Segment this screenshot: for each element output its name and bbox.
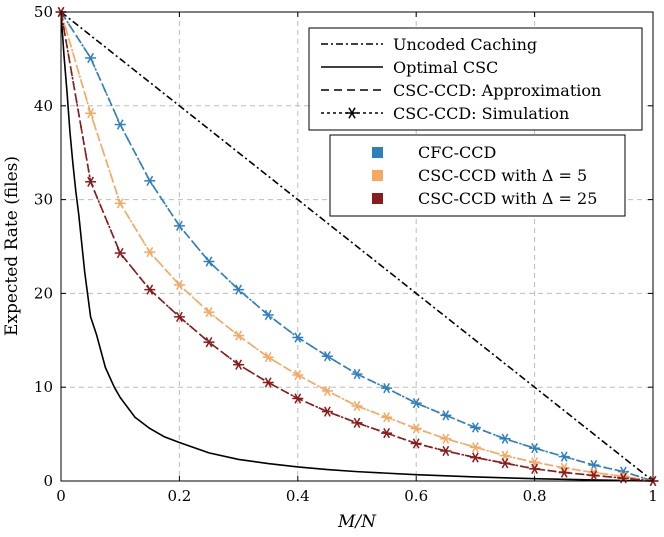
data-point-csc-ccd-with-delta-25-simulation	[114, 247, 126, 259]
data-point-csc-ccd-with-delta-5-simulation	[85, 108, 97, 119]
data-point-csc-ccd-with-delta-25-simulation	[173, 311, 185, 322]
data-point-csc-ccd-with-delta-5-simulation	[262, 352, 274, 363]
data-point-cfc-ccd-simulation	[203, 256, 215, 267]
data-point-csc-ccd-with-delta-25-simulation	[588, 470, 600, 481]
data-point-csc-ccd-with-delta-5-simulation	[351, 400, 363, 412]
x-tick-label: 0.8	[523, 487, 547, 505]
x-tick-label: 0	[56, 487, 66, 505]
y-tick-label: 20	[34, 284, 53, 302]
data-point-cfc-ccd-simulation	[529, 443, 541, 454]
data-point-csc-ccd-with-delta-5-simulation	[144, 246, 156, 258]
data-point-cfc-ccd-simulation	[321, 351, 333, 362]
data-point-csc-ccd-with-delta-5-simulation	[321, 385, 333, 397]
data-point-cfc-ccd-simulation	[558, 451, 570, 462]
data-point-csc-ccd-with-delta-25-simulation	[85, 176, 97, 187]
legend-csc-ccd-delta25: CSC-CCD with Δ = 25	[418, 189, 597, 208]
y-tick-label: 30	[34, 191, 53, 209]
data-point-csc-ccd-with-delta-25-simulation	[469, 452, 481, 463]
data-point-csc-ccd-with-delta-5-simulation	[558, 462, 570, 474]
series-line-cfc-ccd-simulation	[60, 11, 654, 482]
legend-csc-ccd-delta5: CSC-CCD with Δ = 5	[418, 166, 587, 185]
plot-frame	[60, 11, 654, 482]
data-point-csc-ccd-with-delta-25-simulation	[529, 463, 541, 474]
y-tick-label: 0	[43, 472, 53, 490]
data-point-csc-ccd-with-delta-25-simulation	[499, 458, 511, 469]
x-tick-label: 0.2	[167, 487, 191, 505]
data-point-csc-ccd-with-delta-25-simulation	[262, 377, 274, 388]
legend-csc-ccd-delta5-swatch	[372, 170, 383, 181]
data-point-csc-ccd-with-delta-25-simulation	[410, 438, 422, 449]
data-point-csc-ccd-with-delta-5-simulation	[469, 442, 481, 453]
series-layer	[55, 6, 659, 487]
data-point-csc-ccd-with-delta-25-simulation	[292, 393, 304, 404]
x-tick-label: 1	[648, 487, 658, 505]
data-point-csc-ccd-with-delta-25-simulation	[144, 284, 156, 295]
data-point-cfc-ccd-simulation	[292, 332, 304, 343]
data-point-csc-ccd-with-delta-25-simulation	[321, 406, 333, 417]
data-point-csc-ccd-with-delta-5-simulation	[440, 433, 452, 444]
legend-uncoded-caching: Uncoded Caching	[393, 35, 537, 54]
data-point-csc-ccd-with-delta-25-simulation	[381, 428, 393, 439]
data-point-cfc-ccd-simulation	[173, 220, 185, 231]
data-point-csc-ccd-with-delta-5-simulation	[203, 307, 215, 318]
data-point-cfc-ccd-simulation	[262, 309, 274, 321]
legend-simulation: CSC-CCD: Simulation	[393, 104, 569, 123]
data-point-csc-ccd-with-delta-5-simulation	[292, 369, 304, 381]
legend-simulation-star-marker	[346, 107, 358, 119]
legend-cfc-ccd: CFC-CCD	[418, 143, 496, 162]
data-point-csc-ccd-with-delta-25-simulation	[440, 445, 452, 457]
data-point-cfc-ccd-simulation	[233, 284, 245, 295]
data-point-csc-ccd-with-delta-25-simulation	[233, 359, 245, 370]
data-point-csc-ccd-with-delta-5-simulation	[617, 471, 629, 482]
data-point-cfc-ccd-simulation	[410, 398, 422, 409]
data-point-cfc-ccd-simulation	[85, 52, 97, 64]
series-line-uncoded-caching	[60, 11, 654, 482]
data-point-csc-ccd-with-delta-5-simulation	[499, 450, 511, 461]
y-axis-label: Expected Rate (files)	[2, 156, 22, 336]
series-line-optimal-csc	[60, 11, 654, 482]
data-point-csc-ccd-with-delta-25-simulation	[558, 467, 570, 478]
y-tick-label: 10	[34, 378, 53, 396]
y-tick-label: 40	[34, 97, 53, 115]
data-point-csc-ccd-with-delta-5-simulation	[173, 279, 185, 291]
data-point-cfc-ccd-simulation	[499, 433, 511, 444]
data-point-csc-ccd-with-delta-5-simulation	[410, 423, 422, 434]
color-legend: CFC-CCD CSC-CCD with Δ = 5 CSC-CCD with …	[329, 134, 626, 217]
x-tick-label: 0.6	[404, 487, 428, 505]
data-point-csc-ccd-with-delta-5-simulation	[381, 412, 393, 423]
x-axis-label: M/N	[337, 512, 377, 532]
data-point-cfc-ccd-simulation	[381, 383, 393, 394]
data-point-csc-ccd-with-delta-5-simulation	[114, 198, 126, 209]
data-point-cfc-ccd-simulation	[114, 119, 126, 130]
series-line-csc-ccd-with-delta-5-approximation	[60, 11, 654, 482]
legend-optimal-csc: Optimal CSC	[393, 58, 498, 77]
data-point-cfc-ccd-simulation	[588, 459, 600, 471]
legend-approximation: CSC-CCD: Approximation	[393, 81, 601, 100]
data-point-csc-ccd-with-delta-25-simulation	[203, 337, 215, 348]
data-point-cfc-ccd-simulation	[144, 175, 156, 186]
legend-cfc-ccd-swatch	[372, 147, 383, 158]
data-point-csc-ccd-with-delta-5-simulation	[233, 330, 245, 341]
x-tick-label: 0.4	[286, 487, 310, 505]
data-point-cfc-ccd-simulation	[469, 422, 481, 433]
style-legend: Uncoded Caching Optimal CSC CSC-CCD: App…	[308, 27, 643, 131]
data-point-csc-ccd-with-delta-25-simulation	[351, 417, 363, 428]
legend-csc-ccd-delta25-swatch	[372, 193, 383, 204]
data-point-cfc-ccd-simulation	[440, 410, 452, 421]
data-point-cfc-ccd-simulation	[351, 368, 363, 380]
y-tick-label: 50	[34, 3, 53, 21]
